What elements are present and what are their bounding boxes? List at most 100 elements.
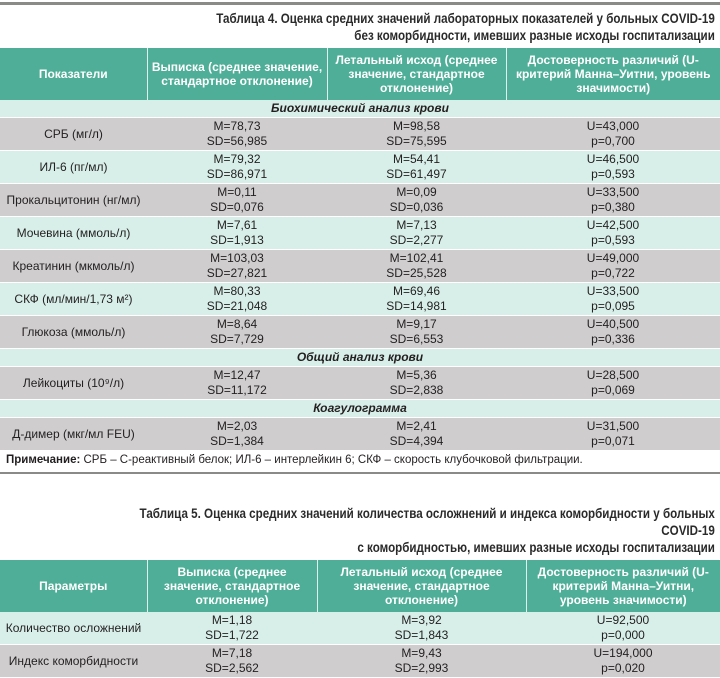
cell-line-2: p=0,000 <box>601 628 645 642</box>
section-row: Биохимический анализ крови <box>0 100 720 118</box>
table5-body: Количество осложнений M=1,18 SD=1,722 M=3,9… <box>0 612 720 678</box>
table-row: Лейкоциты (10⁹/л) M=12,47 SD=11,172 M=5,36 S… <box>0 366 720 400</box>
cell-line-2: SD=0,036 <box>389 200 444 214</box>
table-row: Индекс коморбидности M=7,18 SD=2,562 M=9,43… <box>0 644 720 678</box>
cell-line-2: p=0,593 <box>591 167 635 181</box>
cell-line-2: p=0,722 <box>591 266 635 280</box>
cell-line-1: M=3,92 <box>401 613 442 627</box>
cell-line-1: M=7,61 <box>216 218 258 232</box>
header-significance: Достоверность различий (U-критерий Манна… <box>526 560 720 612</box>
table5-header-row: Параметры Выписка (среднее значение, ста… <box>0 560 720 612</box>
table5-title-line1: Таблица 5. Оценка средних значений колич… <box>139 506 715 538</box>
cell-line-1: M=98,58 <box>392 119 441 133</box>
header-parameter: Параметры <box>0 560 148 612</box>
cell-line-1: M=2,41 <box>396 419 437 433</box>
cell-line-1: M=2,03 <box>216 419 258 433</box>
header-lethal: Летальный исход (среднее значение, станд… <box>317 560 527 612</box>
cell-lethal: M=7,13 SD=2,277 <box>327 216 506 250</box>
cell-line-2: SD=2,993 <box>394 661 449 675</box>
cell-line-2: p=0,069 <box>591 383 635 397</box>
row-parameter: ИЛ-6 (пг/мл) <box>0 150 147 184</box>
table-row: Мочевина (ммоль/л) M=7,61 SD=1,913 M=7,13 SD… <box>0 216 720 250</box>
cell-discharge: M=0,11 SD=0,076 <box>147 183 327 217</box>
cell-line-2: SD=7,729 <box>210 332 264 346</box>
cell-lethal: M=98,58 SD=75,595 <box>327 117 506 151</box>
cell-line-2: p=0,095 <box>591 299 635 313</box>
cell-test: U=42,500 p=0,593 <box>506 216 720 250</box>
table4-body: Биохимический анализ крови СРБ (мг/л) M=78… <box>0 100 720 451</box>
header-significance: Достоверность различий (U-критерий Манна… <box>506 48 720 100</box>
cell-line-1: U=31,500 <box>586 419 640 433</box>
row-parameter: Креатинин (мкмоль/л) <box>0 249 147 283</box>
cell-test: U=194,000 p=0,020 <box>526 644 720 678</box>
cell-line-2: SD=11,172 <box>207 383 267 397</box>
table4-title: Таблица 4. Оценка средних значений лабор… <box>101 5 720 48</box>
cell-line-1: U=33,500 <box>586 185 640 199</box>
cell-line-2: SD=14,981 <box>386 299 447 313</box>
cell-discharge: M=8,64 SD=7,729 <box>147 315 327 349</box>
cell-line-1: M=102,41 <box>389 251 444 265</box>
cell-line-1: M=12,47 <box>213 368 261 382</box>
table-row: Прокальцитонин (нг/мл) M=0,11 SD=0,076 M=0,… <box>0 183 720 217</box>
header-parameter: Показатели <box>0 48 148 100</box>
table-row: ИЛ-6 (пг/мл) M=79,32 SD=86,971 M=54,41 SD=61… <box>0 150 720 184</box>
cell-line-1: U=49,000 <box>586 251 640 265</box>
cell-line-1: M=5,36 <box>396 368 437 382</box>
cell-lethal: M=9,43 SD=2,993 <box>317 644 526 678</box>
cell-line-1: M=9,43 <box>401 646 442 660</box>
cell-line-2: SD=2,838 <box>389 383 444 397</box>
table4: Показатели Выписка (среднее значение, ст… <box>0 48 720 451</box>
cell-discharge: M=2,03 SD=1,384 <box>147 417 327 451</box>
cell-line-2: p=0,336 <box>591 332 635 346</box>
cell-line-2: SD=61,497 <box>386 167 447 181</box>
cell-discharge: M=80,33 SD=21,048 <box>147 282 327 316</box>
cell-test: U=49,000 p=0,722 <box>506 249 720 283</box>
row-parameter: Прокальцитонин (нг/мл) <box>0 183 147 217</box>
cell-lethal: M=5,36 SD=2,838 <box>327 366 506 400</box>
cell-lethal: M=54,41 SD=61,497 <box>327 150 506 184</box>
row-parameter: СРБ (мг/л) <box>0 117 147 151</box>
cell-line-1: M=79,32 <box>213 152 261 166</box>
table-row: СКФ (мл/мин/1,73 м²) M=80,33 SD=21,048 M=69… <box>0 282 720 316</box>
cell-test: U=33,500 p=0,380 <box>506 183 720 217</box>
cell-line-1: M=69,46 <box>392 284 441 298</box>
table-row: Креатинин (мкмоль/л) M=103,03 SD=27,821 M=1… <box>0 249 720 283</box>
cell-test: U=43,000 p=0,700 <box>506 117 720 151</box>
cell-line-2: p=0,020 <box>601 661 645 675</box>
cell-line-1: U=46,500 <box>586 152 640 166</box>
table4-title-line2: без коморбидности, имевших разные исходы… <box>354 28 715 43</box>
cell-line-2: p=0,593 <box>591 233 635 247</box>
cell-line-1: M=80,33 <box>213 284 261 298</box>
cell-line-2: p=0,700 <box>591 134 635 148</box>
row-parameter: Лейкоциты (10⁹/л) <box>0 366 147 400</box>
cell-lethal: M=9,17 SD=6,553 <box>327 315 506 349</box>
cell-line-2: SD=27,821 <box>206 266 268 280</box>
cell-test: U=31,500 p=0,071 <box>506 417 720 451</box>
section-row: Коагулограмма <box>0 399 720 418</box>
cell-discharge: M=1,18 SD=1,722 <box>147 612 317 645</box>
cell-line-1: M=78,73 <box>213 119 261 133</box>
header-discharge: Выписка (среднее значение, стандартное о… <box>147 560 318 612</box>
table5: Параметры Выписка (среднее значение, ста… <box>0 560 720 678</box>
table5-title: Таблица 5. Оценка средних значений колич… <box>101 500 720 560</box>
cell-line-1: M=9,17 <box>396 317 437 331</box>
cell-line-1: U=28,500 <box>586 368 640 382</box>
cell-line-1: U=42,500 <box>586 218 640 232</box>
cell-line-2: SD=86,971 <box>206 167 268 181</box>
cell-line-1: M=7,13 <box>396 218 437 232</box>
table-row: СРБ (мг/л) M=78,73 SD=56,985 M=98,58 SD=75,5… <box>0 117 720 151</box>
section-label: Общий анализ крови <box>0 348 720 367</box>
cell-line-2: SD=1,384 <box>210 434 264 448</box>
cell-lethal: M=3,92 SD=1,843 <box>317 612 526 645</box>
note-label: Примечание: <box>6 454 81 466</box>
cell-line-1: M=103,03 <box>210 251 264 265</box>
cell-discharge: M=12,47 SD=11,172 <box>147 366 327 400</box>
cell-discharge: M=7,18 SD=2,562 <box>147 644 317 678</box>
cell-line-1: M=1,18 <box>211 613 253 627</box>
row-parameter: Глюкоза (ммоль/л) <box>0 315 147 349</box>
cell-lethal: M=102,41 SD=25,528 <box>327 249 506 283</box>
row-parameter: Количество осложнений <box>0 612 147 645</box>
cell-line-2: SD=6,553 <box>389 332 444 346</box>
cell-line-2: SD=2,277 <box>389 233 444 247</box>
row-parameter: СКФ (мл/мин/1,73 м²) <box>0 282 147 316</box>
